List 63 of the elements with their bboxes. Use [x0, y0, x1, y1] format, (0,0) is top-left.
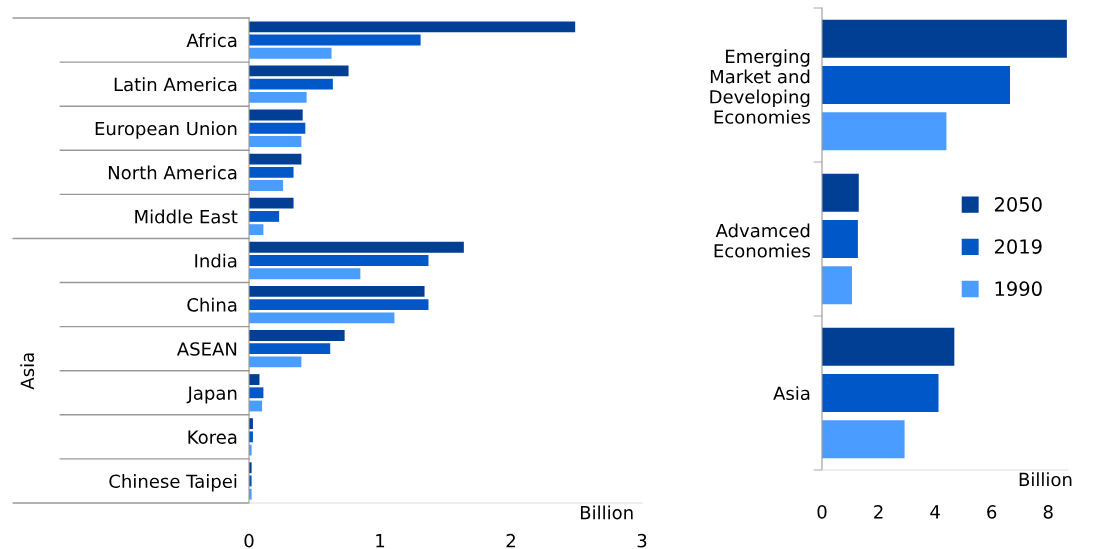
bar	[249, 153, 302, 165]
bar	[249, 197, 294, 209]
x-tick-label: 2	[874, 505, 883, 519]
y-tick-label: Advamced Economies	[714, 223, 811, 258]
bar	[249, 34, 421, 46]
bar	[249, 241, 464, 253]
bar	[822, 220, 858, 258]
x-tick-label: 0	[244, 533, 254, 548]
x-tick-label: 0	[817, 505, 827, 519]
y-tick-label: Chinese Taipei	[109, 474, 237, 492]
y-tick-label: Asia	[773, 386, 810, 401]
bar	[249, 387, 264, 399]
x-axis-title: Billion	[580, 505, 633, 520]
y-tick-label: Emerging Market and Developing Economies	[710, 49, 811, 124]
x-tick-label: 4	[930, 505, 940, 519]
bar	[249, 224, 264, 236]
bar	[249, 312, 395, 324]
bar	[249, 255, 429, 266]
y-tick-label: Japan	[186, 386, 237, 404]
bar	[822, 173, 859, 212]
bar	[249, 47, 332, 59]
bar	[249, 78, 333, 90]
bar	[249, 109, 303, 121]
bar	[249, 285, 425, 297]
x-tick-label: 1	[376, 534, 385, 548]
legend-label: 2050	[994, 197, 1042, 212]
y-tick-label: North America	[108, 165, 237, 180]
bar	[249, 356, 302, 368]
y-tick-label: India	[195, 253, 237, 268]
bar	[822, 19, 1067, 58]
bar	[249, 91, 307, 103]
bar	[249, 65, 349, 77]
bar	[249, 330, 345, 341]
y-tick-label: ASEAN	[176, 342, 237, 356]
bar	[822, 374, 939, 412]
x-axis-title: Billion	[1019, 472, 1072, 487]
legend-label: 1990	[995, 281, 1042, 297]
bar	[249, 180, 284, 191]
y-tick-label: Latin America	[114, 77, 237, 92]
legend-label: 2019	[994, 239, 1042, 254]
bar	[822, 266, 852, 305]
y-tick-label: Africa	[186, 33, 237, 48]
bar	[822, 66, 1011, 104]
x-tick-label: 3	[637, 533, 647, 548]
bar	[249, 166, 294, 178]
bar	[249, 343, 331, 355]
y-tick-label: China	[187, 297, 237, 312]
bar	[822, 327, 955, 366]
x-tick-label: 6	[987, 505, 997, 519]
x-tick-label: 8	[1043, 505, 1053, 519]
bar	[249, 299, 429, 311]
bar	[249, 210, 280, 222]
bar	[249, 136, 302, 147]
x-tick-label: 2	[506, 533, 515, 548]
bar	[249, 21, 576, 33]
bar	[249, 122, 306, 134]
bar	[249, 268, 361, 280]
y-tick-label: Middle East	[135, 209, 238, 224]
bar	[822, 420, 905, 459]
y-tick-label: European Union	[95, 121, 237, 139]
bar	[822, 112, 947, 151]
text: Asia	[20, 353, 35, 390]
y-tick-label: Korea	[188, 430, 237, 444]
